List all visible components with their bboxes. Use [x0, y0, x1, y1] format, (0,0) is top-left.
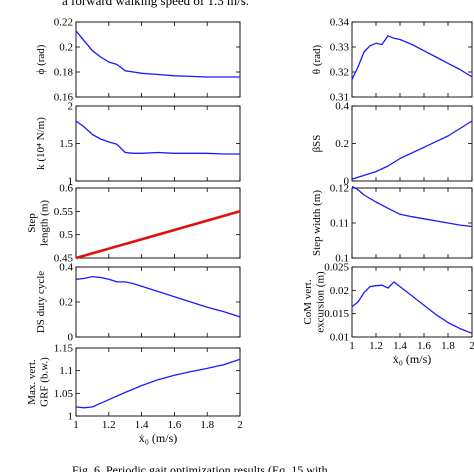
xtick-label-grf-4: 1.8 [200, 419, 214, 431]
series-line-step_width [351, 185, 473, 228]
ytick-label-theta-0: 0.31 [330, 92, 349, 104]
panel-frame-theta [351, 21, 473, 98]
xtick-label-com_exc-3: 1.6 [417, 340, 431, 352]
xtick-label-grf-2: 1.4 [135, 419, 149, 431]
series-line-k [75, 120, 240, 155]
ytick-label-k-0: 1 [68, 176, 74, 188]
ytick-label-com_exc-0: 0.01 [330, 332, 349, 344]
xtick-label-grf-5: 2 [237, 419, 243, 431]
xtick-label-com_exc-0: 1 [349, 340, 355, 352]
ytick-label-k-2: 2 [68, 101, 74, 113]
series-line-com_exc [351, 281, 473, 334]
series-line-beta [351, 120, 473, 180]
ytick-label-step_length-1: 0.5 [59, 229, 73, 241]
ytick-label-com_exc-3: 0.025 [324, 262, 349, 274]
ytick-label-grf-2: 1.1 [59, 365, 73, 377]
ylabel-theta: θ (rad) [311, 44, 323, 74]
ytick-label-k-1: 1.5 [59, 138, 73, 150]
ytick-label-phi-1: 0.18 [54, 67, 74, 79]
ylabel-com_exc: CoM vert.excursion (m) [302, 271, 327, 333]
ytick-label-beta-1: 0.2 [335, 138, 349, 150]
series-line-theta [351, 35, 473, 80]
xtick-label-com_exc-4: 1.8 [441, 340, 455, 352]
ytick-label-theta-1: 0.32 [330, 67, 349, 79]
ytick-label-step_length-0: 0.45 [54, 253, 74, 265]
ylabel-beta: βSS [311, 135, 323, 153]
ytick-label-ds_duty-2: 0.4 [59, 262, 73, 274]
ytick-label-theta-2: 0.33 [330, 42, 350, 54]
ytick-label-beta-0: 0 [344, 176, 350, 188]
caption-top-text: a forward walking speed of 1.3 m/s. [62, 0, 250, 8]
caption-bottom-text: Fig. 6. Periodic gait optimization resul… [72, 463, 328, 472]
ytick-label-phi-2: 0.2 [59, 42, 73, 54]
ylabel-k: k (10⁴ N/m) [35, 117, 47, 170]
ytick-label-com_exc-1: 0.015 [324, 308, 349, 320]
xlabel-com_exc: ẋ₀ (m/s) [393, 352, 432, 366]
ytick-label-step_width-1: 0.11 [330, 218, 349, 230]
ytick-label-step_width-2: 0.12 [330, 183, 349, 195]
ylabel-step_width: Step width (m) [311, 190, 323, 256]
ytick-label-beta-2: 0.4 [335, 101, 349, 113]
ytick-label-step_length-3: 0.6 [59, 183, 73, 195]
panel-frame-k [75, 105, 241, 182]
xtick-label-com_exc-1: 1.2 [369, 340, 383, 352]
caption-bottom: Fig. 6. Periodic gait optimization resul… [0, 459, 474, 472]
xtick-label-grf-1: 1.2 [102, 419, 116, 431]
ytick-label-com_exc-2: 0.02 [330, 285, 349, 297]
xlabel-grf: ẋ₀ (m/s) [139, 431, 178, 445]
xtick-label-com_exc-2: 1.4 [393, 340, 407, 352]
ylabel-step_length: Steplength (m) [26, 200, 51, 246]
series-line-grf [75, 358, 241, 409]
series-line-step_length [75, 210, 241, 260]
ytick-label-step_width-0: 0.1 [335, 253, 349, 265]
caption-top: a forward walking speed of 1.3 m/s. [0, 0, 474, 14]
ylabel-ds_duty: DS duty cycle [35, 271, 47, 333]
ytick-label-grf-3: 1.15 [54, 343, 74, 355]
ytick-label-phi-0: 0.16 [54, 92, 74, 104]
panel-frame-phi [75, 21, 241, 98]
ytick-label-ds_duty-1: 0.2 [59, 297, 73, 309]
ytick-label-grf-0: 1 [68, 411, 74, 423]
series-line-ds_duty [75, 275, 241, 318]
ytick-label-step_length-2: 0.55 [54, 206, 74, 218]
ytick-label-ds_duty-0: 0 [68, 332, 74, 344]
ytick-label-grf-1: 1.05 [54, 388, 74, 400]
ytick-label-phi-3: 0.22 [54, 17, 73, 29]
series-line-phi [75, 30, 240, 78]
ytick-label-theta-3: 0.34 [330, 17, 350, 29]
panel-frame-grf [75, 347, 241, 417]
panel-frame-beta [351, 105, 473, 182]
xtick-label-grf-0: 1 [73, 419, 79, 431]
xtick-label-grf-3: 1.6 [168, 419, 182, 431]
xtick-label-com_exc-5: 2 [469, 340, 474, 352]
ylabel-grf: Max. vert.GRF (b.w.) [26, 357, 51, 407]
panel-frame-com_exc [351, 266, 473, 338]
ylabel-phi: ϕ (rad) [35, 44, 47, 74]
panel-frame-step_length [75, 187, 241, 259]
